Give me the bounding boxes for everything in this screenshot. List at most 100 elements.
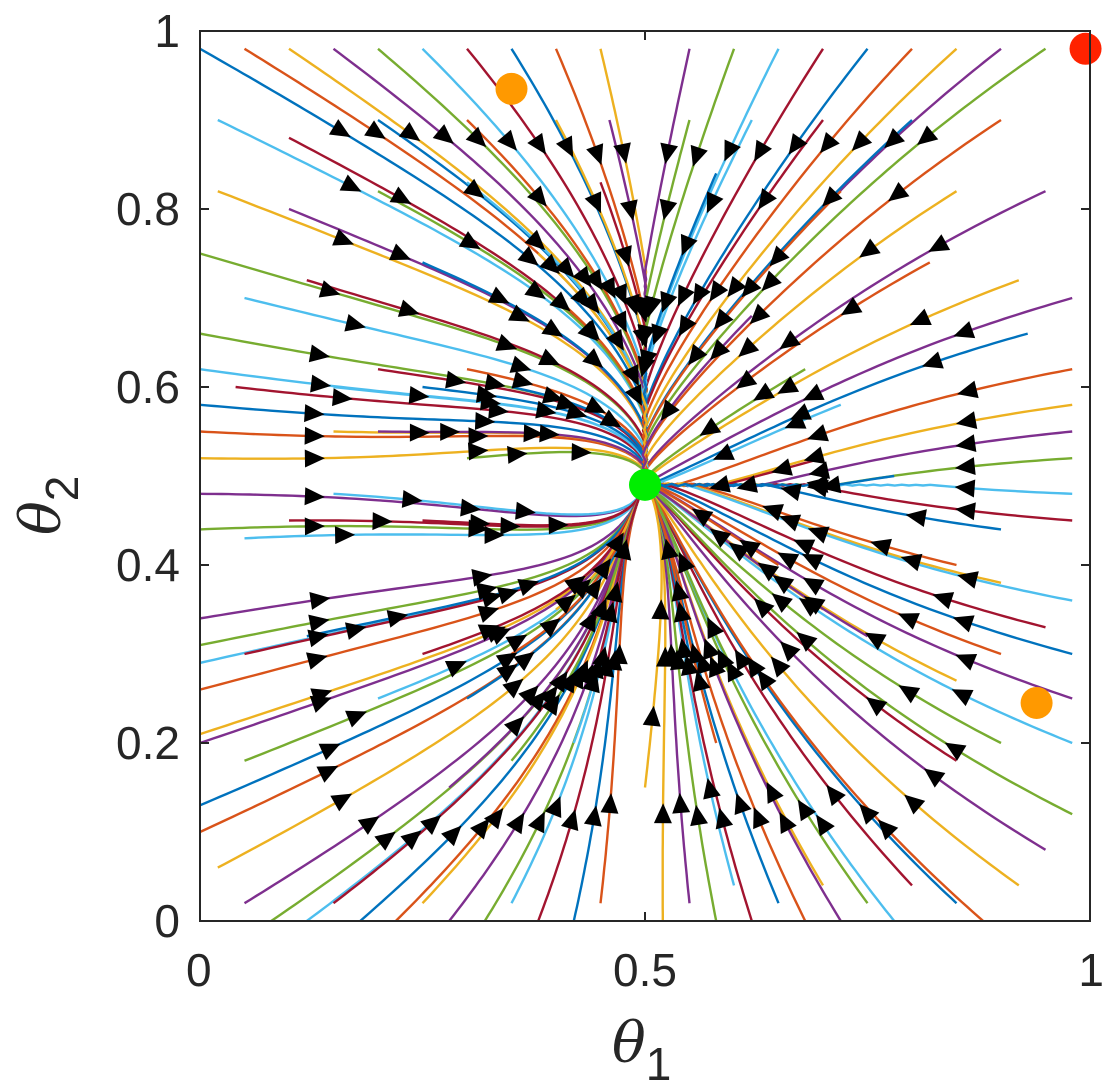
arrowhead [364,120,386,139]
arrowhead [509,355,532,373]
arrowhead [923,768,946,788]
arrowhead [328,119,351,138]
arrowhead [605,532,624,555]
arrowhead [709,474,731,493]
arrowhead [401,490,423,508]
arrowhead [801,554,824,571]
arrowhead [691,508,714,527]
arrowhead [859,803,880,825]
streamline [333,385,649,480]
arrowhead [496,587,519,605]
fixed-points-group [495,32,1102,719]
arrowhead [584,191,602,214]
arrowhead [307,629,329,648]
streamline [647,486,1047,851]
arrowhead [622,293,640,316]
arrowhead [570,578,592,600]
streamline [642,48,869,477]
arrowhead [954,457,976,476]
arrowhead [304,487,325,506]
arrowhead [599,601,618,624]
y-tick-labels: 0 0.2 0.4 0.6 0.8 1 [116,5,180,947]
arrowhead [772,575,795,595]
x-axis-label-symbol: θ [612,1011,646,1076]
streamline [651,489,1073,816]
arrowhead [357,816,380,835]
arrowhead [541,386,564,404]
arrowhead [310,374,332,393]
arrowhead [707,617,724,640]
y-axis-label-symbol: θ [9,501,74,535]
x-tick-labels: 0 0.5 1 [186,944,1104,996]
arrowhead [703,777,721,800]
arrowhead [460,498,481,517]
arrowhead [955,411,978,430]
arrowhead [944,742,967,761]
arrowhead [789,403,812,420]
arrowhead [565,402,588,420]
arrowhead [954,479,976,498]
arrowhead [771,458,793,476]
streamline [422,493,642,527]
arrowhead [703,638,721,661]
streamline [651,484,780,567]
arrowhead [753,598,775,619]
arrowhead [372,512,393,531]
y-axis-label-subscript: 2 [36,476,88,502]
y-tick-label: 1 [154,5,180,57]
streamline [650,474,895,488]
streamline [648,489,984,921]
arrowhead [802,383,825,401]
arrowhead [864,632,887,651]
arrowhead [734,649,753,672]
arrowhead [506,812,525,835]
arrowhead [739,539,761,559]
arrowhead [539,424,560,443]
streamline [599,488,645,655]
arrowhead [754,139,773,162]
streamline [510,493,642,762]
arrowhead [954,502,976,521]
arrowhead [904,794,926,815]
arrowhead [808,461,831,479]
arrowhead [475,384,497,403]
arrowhead [807,526,830,544]
arrowhead [524,229,546,251]
arrowhead [524,280,546,299]
arrowhead [308,614,330,633]
arrowhead [780,483,802,502]
arrowhead [651,323,669,346]
streamline [422,490,644,656]
arrowhead [877,819,899,841]
arrowhead [820,475,842,494]
arrowhead [582,671,600,694]
arrowhead [840,296,863,316]
arrowhead [386,610,409,628]
arrowhead [624,384,642,406]
arrowhead [467,442,489,461]
arrowhead [803,446,826,464]
arrowhead [820,132,840,154]
streamline [652,483,1046,629]
arrowhead [884,127,906,149]
arrowheads-group [304,119,979,851]
x-tick-label: 0 [186,944,212,996]
arrowhead [898,685,921,704]
arrowhead [487,286,510,304]
arrowhead [779,514,802,532]
arrowhead [653,803,672,824]
arrowhead [917,125,939,146]
arrowhead [735,369,758,389]
arrowhead [604,581,623,603]
arrowhead [397,299,420,317]
arrowhead [816,814,835,837]
arrowhead [921,351,944,369]
arrowhead [539,618,561,638]
arrowhead [779,812,797,835]
arrowhead [753,807,770,830]
arrowhead [678,551,696,574]
arrowhead [409,423,430,442]
arrowhead [548,516,569,535]
arrowhead [741,276,762,298]
arrowhead [541,318,564,337]
